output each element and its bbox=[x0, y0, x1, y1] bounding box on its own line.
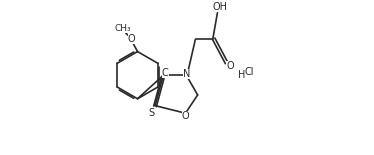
Text: S: S bbox=[148, 108, 154, 118]
Text: O: O bbox=[226, 61, 234, 71]
Text: C: C bbox=[162, 68, 169, 78]
Text: OH: OH bbox=[213, 2, 228, 12]
Text: CH₃: CH₃ bbox=[114, 24, 131, 33]
Text: O: O bbox=[128, 34, 135, 44]
Text: N: N bbox=[183, 69, 190, 79]
Text: H: H bbox=[238, 70, 245, 80]
Text: Cl: Cl bbox=[244, 67, 254, 77]
Text: O: O bbox=[182, 111, 189, 121]
